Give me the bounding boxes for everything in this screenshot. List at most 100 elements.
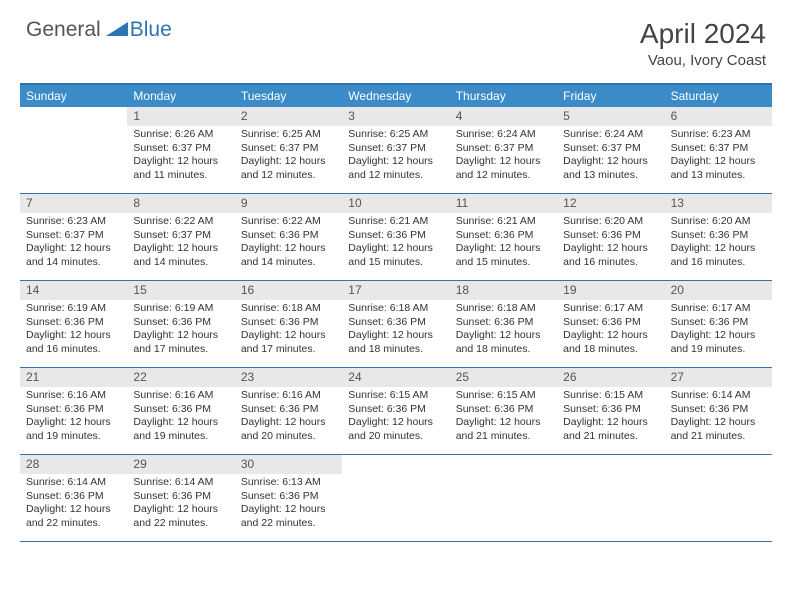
sunset-text: Sunset: 6:37 PM xyxy=(563,142,658,155)
day-number xyxy=(20,107,127,126)
day-cell: 15Sunrise: 6:19 AMSunset: 6:36 PMDayligh… xyxy=(127,281,234,367)
day-number: 15 xyxy=(127,281,234,300)
weekday-header: Saturday xyxy=(665,85,772,107)
daylight-text: Daylight: 12 hours and 19 minutes. xyxy=(26,416,121,443)
sunrise-text: Sunrise: 6:15 AM xyxy=(456,389,551,402)
day-number xyxy=(342,455,449,474)
calendar: SundayMondayTuesdayWednesdayThursdayFrid… xyxy=(20,83,772,542)
weekday-header: Thursday xyxy=(450,85,557,107)
day-number: 9 xyxy=(235,194,342,213)
sunrise-text: Sunrise: 6:21 AM xyxy=(456,215,551,228)
day-body: Sunrise: 6:21 AMSunset: 6:36 PMDaylight:… xyxy=(342,213,449,273)
daylight-text: Daylight: 12 hours and 14 minutes. xyxy=(26,242,121,269)
sunset-text: Sunset: 6:36 PM xyxy=(26,403,121,416)
day-cell: 25Sunrise: 6:15 AMSunset: 6:36 PMDayligh… xyxy=(450,368,557,454)
day-number: 21 xyxy=(20,368,127,387)
day-cell: 17Sunrise: 6:18 AMSunset: 6:36 PMDayligh… xyxy=(342,281,449,367)
sunrise-text: Sunrise: 6:13 AM xyxy=(241,476,336,489)
day-body: Sunrise: 6:24 AMSunset: 6:37 PMDaylight:… xyxy=(557,126,664,186)
day-number: 24 xyxy=(342,368,449,387)
daylight-text: Daylight: 12 hours and 15 minutes. xyxy=(456,242,551,269)
daylight-text: Daylight: 12 hours and 20 minutes. xyxy=(241,416,336,443)
daylight-text: Daylight: 12 hours and 22 minutes. xyxy=(241,503,336,530)
day-number: 1 xyxy=(127,107,234,126)
day-cell: 18Sunrise: 6:18 AMSunset: 6:36 PMDayligh… xyxy=(450,281,557,367)
day-number: 17 xyxy=(342,281,449,300)
day-number: 16 xyxy=(235,281,342,300)
day-cell: 2Sunrise: 6:25 AMSunset: 6:37 PMDaylight… xyxy=(235,107,342,193)
header: General Blue April 2024 Vaou, Ivory Coas… xyxy=(0,0,792,77)
daylight-text: Daylight: 12 hours and 22 minutes. xyxy=(133,503,228,530)
sunset-text: Sunset: 6:36 PM xyxy=(563,403,658,416)
sunset-text: Sunset: 6:36 PM xyxy=(348,403,443,416)
day-body: Sunrise: 6:18 AMSunset: 6:36 PMDaylight:… xyxy=(450,300,557,360)
sunset-text: Sunset: 6:37 PM xyxy=(26,229,121,242)
daylight-text: Daylight: 12 hours and 21 minutes. xyxy=(563,416,658,443)
day-body: Sunrise: 6:15 AMSunset: 6:36 PMDaylight:… xyxy=(342,387,449,447)
daylight-text: Daylight: 12 hours and 20 minutes. xyxy=(348,416,443,443)
sunrise-text: Sunrise: 6:17 AM xyxy=(671,302,766,315)
page-title: April 2024 xyxy=(640,18,766,50)
sunrise-text: Sunrise: 6:16 AM xyxy=(26,389,121,402)
day-body: Sunrise: 6:21 AMSunset: 6:36 PMDaylight:… xyxy=(450,213,557,273)
logo-triangle-icon xyxy=(106,20,128,41)
day-number: 3 xyxy=(342,107,449,126)
logo-text-blue: Blue xyxy=(130,18,172,42)
sunset-text: Sunset: 6:36 PM xyxy=(133,316,228,329)
day-number xyxy=(450,455,557,474)
day-number: 4 xyxy=(450,107,557,126)
day-number: 30 xyxy=(235,455,342,474)
sunset-text: Sunset: 6:37 PM xyxy=(671,142,766,155)
day-cell: 6Sunrise: 6:23 AMSunset: 6:37 PMDaylight… xyxy=(665,107,772,193)
daylight-text: Daylight: 12 hours and 19 minutes. xyxy=(671,329,766,356)
day-body: Sunrise: 6:22 AMSunset: 6:36 PMDaylight:… xyxy=(235,213,342,273)
day-cell: 11Sunrise: 6:21 AMSunset: 6:36 PMDayligh… xyxy=(450,194,557,280)
day-cell: 12Sunrise: 6:20 AMSunset: 6:36 PMDayligh… xyxy=(557,194,664,280)
day-cell: 24Sunrise: 6:15 AMSunset: 6:36 PMDayligh… xyxy=(342,368,449,454)
day-cell: 7Sunrise: 6:23 AMSunset: 6:37 PMDaylight… xyxy=(20,194,127,280)
sunset-text: Sunset: 6:36 PM xyxy=(133,403,228,416)
week-row: 7Sunrise: 6:23 AMSunset: 6:37 PMDaylight… xyxy=(20,194,772,281)
sunrise-text: Sunrise: 6:14 AM xyxy=(26,476,121,489)
sunrise-text: Sunrise: 6:20 AM xyxy=(671,215,766,228)
logo: General Blue xyxy=(26,18,172,42)
sunrise-text: Sunrise: 6:25 AM xyxy=(241,128,336,141)
day-cell: 8Sunrise: 6:22 AMSunset: 6:37 PMDaylight… xyxy=(127,194,234,280)
sunset-text: Sunset: 6:36 PM xyxy=(133,490,228,503)
day-number: 23 xyxy=(235,368,342,387)
day-cell: 19Sunrise: 6:17 AMSunset: 6:36 PMDayligh… xyxy=(557,281,664,367)
daylight-text: Daylight: 12 hours and 16 minutes. xyxy=(563,242,658,269)
sunset-text: Sunset: 6:36 PM xyxy=(456,316,551,329)
sunset-text: Sunset: 6:36 PM xyxy=(671,403,766,416)
sunrise-text: Sunrise: 6:26 AM xyxy=(133,128,228,141)
sunset-text: Sunset: 6:37 PM xyxy=(133,229,228,242)
day-body: Sunrise: 6:18 AMSunset: 6:36 PMDaylight:… xyxy=(342,300,449,360)
day-body: Sunrise: 6:19 AMSunset: 6:36 PMDaylight:… xyxy=(20,300,127,360)
sunset-text: Sunset: 6:36 PM xyxy=(456,403,551,416)
day-body: Sunrise: 6:18 AMSunset: 6:36 PMDaylight:… xyxy=(235,300,342,360)
day-number: 26 xyxy=(557,368,664,387)
sunset-text: Sunset: 6:36 PM xyxy=(348,316,443,329)
day-cell xyxy=(557,455,664,541)
logo-text-general: General xyxy=(26,18,101,42)
day-number xyxy=(557,455,664,474)
day-cell: 3Sunrise: 6:25 AMSunset: 6:37 PMDaylight… xyxy=(342,107,449,193)
day-body: Sunrise: 6:26 AMSunset: 6:37 PMDaylight:… xyxy=(127,126,234,186)
daylight-text: Daylight: 12 hours and 21 minutes. xyxy=(671,416,766,443)
day-body: Sunrise: 6:23 AMSunset: 6:37 PMDaylight:… xyxy=(665,126,772,186)
day-body: Sunrise: 6:15 AMSunset: 6:36 PMDaylight:… xyxy=(557,387,664,447)
sunset-text: Sunset: 6:36 PM xyxy=(241,229,336,242)
day-body: Sunrise: 6:24 AMSunset: 6:37 PMDaylight:… xyxy=(450,126,557,186)
sunrise-text: Sunrise: 6:14 AM xyxy=(133,476,228,489)
day-cell: 22Sunrise: 6:16 AMSunset: 6:36 PMDayligh… xyxy=(127,368,234,454)
daylight-text: Daylight: 12 hours and 12 minutes. xyxy=(348,155,443,182)
daylight-text: Daylight: 12 hours and 16 minutes. xyxy=(671,242,766,269)
day-number: 18 xyxy=(450,281,557,300)
daylight-text: Daylight: 12 hours and 17 minutes. xyxy=(241,329,336,356)
day-cell xyxy=(665,455,772,541)
sunrise-text: Sunrise: 6:16 AM xyxy=(241,389,336,402)
daylight-text: Daylight: 12 hours and 17 minutes. xyxy=(133,329,228,356)
daylight-text: Daylight: 12 hours and 13 minutes. xyxy=(671,155,766,182)
day-number: 6 xyxy=(665,107,772,126)
day-body: Sunrise: 6:17 AMSunset: 6:36 PMDaylight:… xyxy=(557,300,664,360)
